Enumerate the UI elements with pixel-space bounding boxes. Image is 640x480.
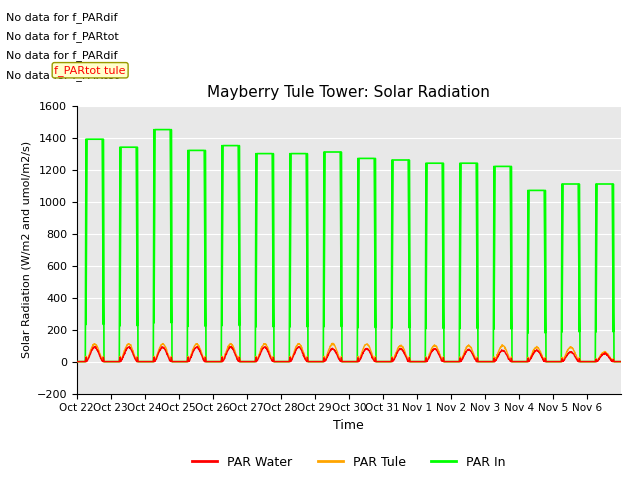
Legend: PAR Water, PAR Tule, PAR In: PAR Water, PAR Tule, PAR In	[188, 451, 510, 474]
X-axis label: Time: Time	[333, 419, 364, 432]
Text: No data for f_PARdif: No data for f_PARdif	[6, 50, 118, 61]
Y-axis label: Solar Radiation (W/m2 and umol/m2/s): Solar Radiation (W/m2 and umol/m2/s)	[21, 141, 31, 358]
Text: No data for f_PARdif: No data for f_PARdif	[6, 12, 118, 23]
Text: No data for f_PARtot: No data for f_PARtot	[6, 31, 119, 42]
Text: No data for f_PARtot: No data for f_PARtot	[6, 70, 119, 81]
Text: f_PARtot tule: f_PARtot tule	[54, 65, 126, 76]
Title: Mayberry Tule Tower: Solar Radiation: Mayberry Tule Tower: Solar Radiation	[207, 85, 490, 100]
